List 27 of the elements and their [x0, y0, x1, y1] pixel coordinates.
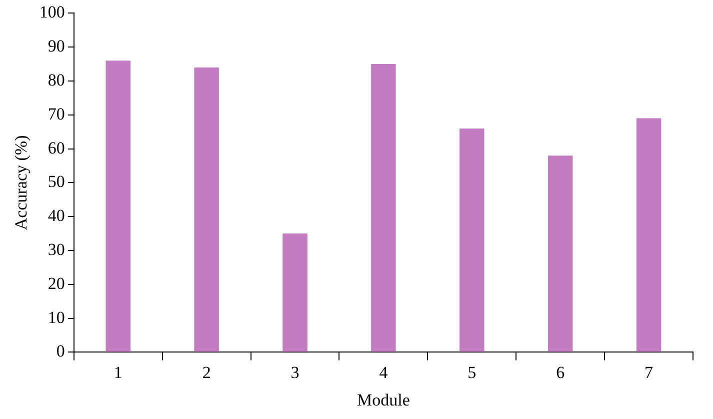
bar	[636, 118, 662, 352]
y-tick-label: 90	[48, 36, 65, 56]
bar	[106, 60, 131, 352]
bar	[282, 234, 308, 352]
x-tick-label: 7	[644, 362, 654, 382]
y-tick-label: 50	[48, 172, 65, 192]
x-tick-label: 1	[114, 362, 122, 382]
y-tick-label: 80	[48, 70, 65, 90]
y-tick-label: 100	[39, 2, 65, 22]
y-tick-label: 20	[48, 274, 65, 293]
x-tick-label: 2	[202, 362, 211, 382]
y-axis-title: Accuracy (%)	[12, 135, 31, 230]
y-tick-label: 70	[48, 104, 65, 124]
bar	[460, 128, 484, 352]
bar	[548, 156, 573, 352]
y-tick-label: 10	[48, 308, 65, 327]
bar	[194, 67, 219, 352]
bar	[371, 64, 396, 352]
y-tick-label: 30	[48, 240, 65, 259]
y-tick-label: 60	[48, 138, 65, 158]
x-tick-label: 3	[290, 362, 300, 382]
x-tick-label: 6	[556, 362, 565, 382]
x-tick-label: 4	[379, 362, 388, 382]
x-axis-title: Module	[357, 390, 410, 410]
y-tick-label: 40	[48, 206, 65, 226]
x-tick-label: 5	[468, 362, 476, 382]
y-tick-label: 0	[56, 342, 65, 361]
